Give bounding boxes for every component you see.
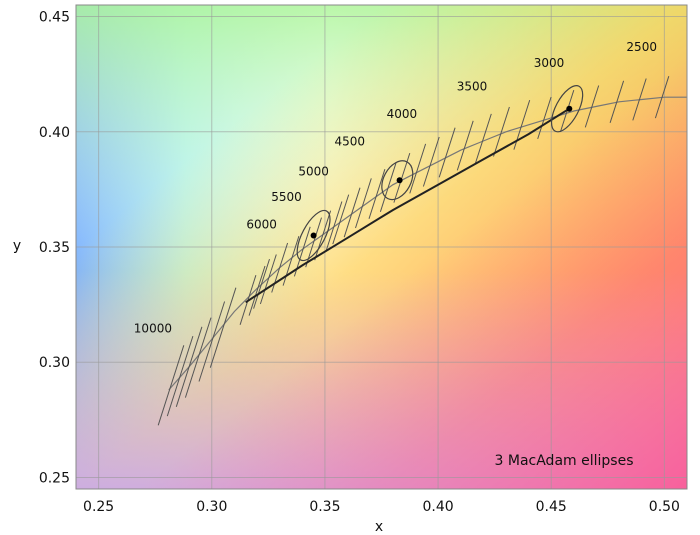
isotherm-tick bbox=[632, 78, 647, 121]
isotherm-tick bbox=[325, 201, 343, 252]
macadam-ellipse bbox=[381, 160, 414, 201]
isotherm-tick bbox=[314, 210, 332, 261]
isotherm-tick bbox=[198, 301, 226, 382]
x-axis-ticks: 0.25 0.30 0.35 0.40 0.45 0.50 bbox=[83, 499, 680, 515]
y-tick-label: 0.35 bbox=[39, 240, 70, 256]
isotherm-tick bbox=[474, 113, 492, 164]
planckian-locus bbox=[168, 96, 687, 391]
isotherm-tick bbox=[409, 143, 427, 194]
data-point bbox=[566, 105, 573, 112]
x-axis-label: x bbox=[375, 519, 383, 535]
isotherm-tick bbox=[355, 178, 372, 229]
isotherm-tick bbox=[456, 120, 474, 171]
x-tick-label: 0.40 bbox=[422, 499, 453, 515]
y-tick-label: 0.30 bbox=[39, 355, 70, 371]
isotherm-tick bbox=[422, 136, 440, 187]
isotherm-tick bbox=[379, 162, 397, 212]
isotherm-tick bbox=[332, 194, 350, 245]
macadam-annotation: 3 MacAdam ellipses bbox=[495, 453, 634, 469]
isotherm-tick bbox=[253, 258, 270, 309]
isotherm-tick bbox=[537, 96, 552, 140]
y-tick-label: 0.40 bbox=[39, 125, 70, 141]
cct-label: 4500 bbox=[335, 135, 366, 149]
cct-label: 2500 bbox=[626, 40, 657, 54]
cct-label: 3500 bbox=[457, 79, 488, 93]
grid-lines bbox=[76, 5, 687, 489]
cct-label: 4000 bbox=[387, 107, 418, 121]
cct-label: 6000 bbox=[246, 218, 277, 232]
isotherm-tick bbox=[368, 169, 386, 219]
isotherm-tick bbox=[584, 85, 600, 128]
x-tick-label: 0.50 bbox=[649, 499, 680, 515]
macadam-ellipse bbox=[550, 85, 584, 133]
y-axis-label: y bbox=[13, 238, 21, 254]
isotherm-tick bbox=[493, 106, 510, 157]
x-tick-label: 0.30 bbox=[196, 499, 227, 515]
y-tick-label: 0.45 bbox=[39, 10, 70, 26]
macadam-ellipse bbox=[296, 209, 331, 262]
x-tick-label: 0.25 bbox=[83, 499, 114, 515]
isotherm-tick bbox=[259, 254, 277, 305]
series-line bbox=[245, 107, 570, 304]
isotherm-tick bbox=[438, 127, 456, 178]
cct-label: 3000 bbox=[534, 56, 565, 70]
plot-area: 10000 6000 5500 5000 4500 4000 3500 3000 2500 bbox=[134, 40, 687, 426]
isotherm-tick bbox=[175, 326, 203, 407]
data-point bbox=[396, 177, 403, 184]
x-tick-label: 0.35 bbox=[309, 499, 340, 515]
isotherm-tick bbox=[157, 345, 185, 426]
isotherm-tick bbox=[166, 335, 194, 417]
y-axis-ticks: 0.25 0.30 0.35 0.40 0.45 bbox=[39, 10, 70, 487]
x-tick-label: 0.45 bbox=[536, 499, 567, 515]
isotherm-tick bbox=[609, 80, 625, 123]
isotherm-tick bbox=[343, 187, 361, 238]
y-tick-label: 0.25 bbox=[39, 470, 70, 486]
plot-frame bbox=[75, 4, 688, 490]
isotherm-tick bbox=[184, 317, 212, 398]
cct-label: 5500 bbox=[271, 190, 302, 204]
isotherm-tick bbox=[209, 287, 237, 368]
isotherm-tick bbox=[248, 265, 266, 316]
isotherm-tick bbox=[654, 76, 670, 119]
cct-label: 5000 bbox=[298, 165, 329, 179]
cct-label: 10000 bbox=[134, 321, 172, 335]
data-point bbox=[310, 232, 317, 239]
